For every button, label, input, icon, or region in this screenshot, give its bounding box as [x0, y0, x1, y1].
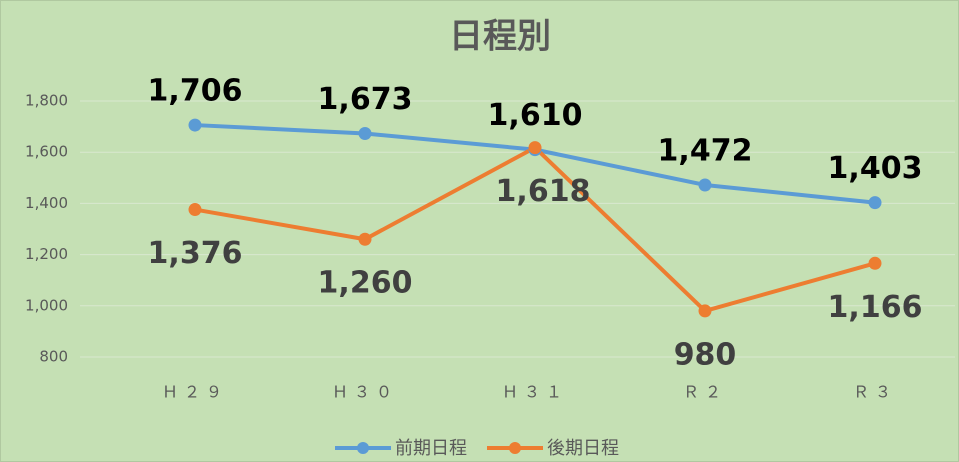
point — [358, 232, 372, 246]
x-tick-label: Ｈ２９ — [162, 383, 228, 402]
y-tick-label: 1,800 — [25, 92, 68, 110]
x-tick-label: Ｈ３０ — [332, 383, 398, 402]
point — [868, 196, 882, 210]
data-label: 1,706 — [148, 74, 243, 109]
point — [868, 256, 882, 270]
point — [188, 203, 202, 217]
x-tick-label: Ｈ３１ — [502, 383, 568, 402]
data-label: 1,166 — [828, 290, 923, 325]
chart-title: 日程別 — [449, 17, 551, 57]
legend-label: 前期日程 — [395, 438, 467, 459]
y-tick-label: 1,200 — [25, 245, 68, 263]
data-label: 1,403 — [828, 151, 923, 186]
legend-label: 後期日程 — [547, 438, 619, 459]
y-tick-label: 800 — [39, 348, 68, 366]
data-label: 1,618 — [496, 174, 591, 209]
point — [698, 178, 712, 192]
point — [698, 304, 712, 318]
x-tick-label: Ｒ３ — [853, 383, 897, 402]
legend-marker — [509, 442, 521, 454]
data-label: 1,260 — [318, 266, 413, 301]
data-label: 980 — [674, 337, 737, 372]
data-label: 1,673 — [318, 82, 413, 117]
point — [188, 118, 202, 132]
point — [528, 141, 542, 155]
legend-marker — [357, 442, 369, 454]
y-tick-label: 1,000 — [25, 296, 68, 314]
data-label: 1,610 — [488, 98, 583, 133]
y-tick-label: 1,600 — [25, 143, 68, 161]
x-tick-label: Ｒ２ — [683, 383, 727, 402]
data-label: 1,376 — [148, 236, 243, 271]
y-tick-label: 1,400 — [25, 194, 68, 212]
data-label: 1,472 — [658, 133, 753, 168]
point — [358, 127, 372, 141]
